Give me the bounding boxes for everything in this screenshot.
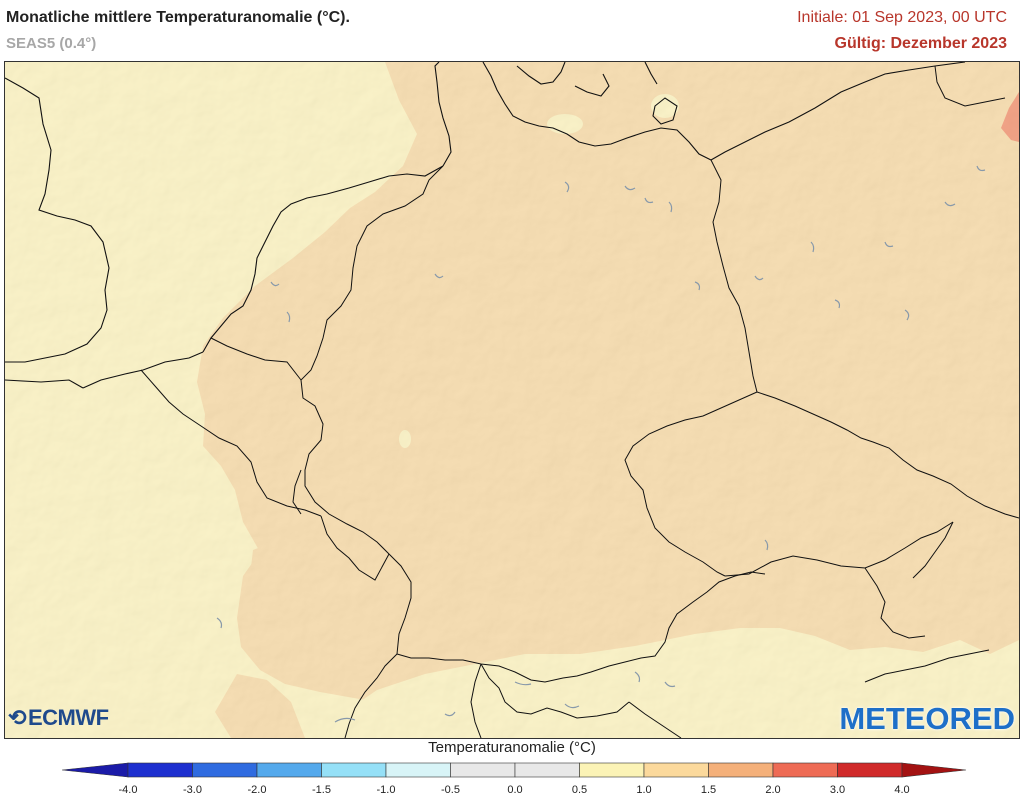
legend-tick-label: 3.0 <box>829 784 846 796</box>
init-time: Initiale: 01 Sep 2023, 00 UTC <box>797 9 1007 26</box>
ecmwf-logo-text: ECMWF <box>27 705 109 730</box>
country-borders <box>140 65 1019 738</box>
model-label: SEAS5 (0.4°) <box>6 35 97 52</box>
legend-segments <box>62 762 967 778</box>
legend-swatch <box>643 762 709 778</box>
coastlines <box>5 62 966 389</box>
legend-swatch <box>127 762 193 778</box>
legend-tick-label: -2.0 <box>247 784 267 796</box>
map-title: Monatliche mittlere Temperaturanomalie (… <box>6 9 350 26</box>
legend-tick-label: -1.0 <box>376 784 396 796</box>
meteored-logo: METEORED <box>839 701 1015 736</box>
legend-tick-label: 0.5 <box>571 784 588 796</box>
legend-tick-label: -3.0 <box>183 784 202 796</box>
legend-tick-label: -1.5 <box>312 784 331 796</box>
legend-swatch <box>772 762 838 778</box>
legend-swatch <box>385 762 451 778</box>
legend-swatch <box>514 762 580 778</box>
legend-swatch <box>321 762 387 778</box>
map-canvas <box>5 62 1019 738</box>
legend-tick-label: 1.5 <box>700 784 717 796</box>
legend-tick-label: -0.5 <box>441 784 460 796</box>
legend-tick-label: 0.0 <box>507 784 523 796</box>
legend-tick-label: -4.0 <box>118 784 138 796</box>
valid-period: Gültig: Dezember 2023 <box>834 35 1008 52</box>
legend-swatch <box>256 762 322 778</box>
legend-tick-label: 2.0 <box>765 784 781 796</box>
legend-tick-label: 1.0 <box>636 784 652 796</box>
lakes <box>216 165 986 723</box>
legend-swatch <box>450 762 516 778</box>
legend-over-arrow <box>901 762 967 778</box>
anomaly-map[interactable] <box>4 61 1020 739</box>
legend-tick-label: 4.0 <box>894 784 910 796</box>
ecmwf-logo: ⟲ECMWF <box>8 705 109 731</box>
legend-colorbar <box>62 762 967 778</box>
legend-swatch <box>708 762 774 778</box>
legend-swatch <box>192 762 258 778</box>
legend-under-arrow <box>62 762 129 778</box>
legend-title: Temperaturanomalie (°C) <box>428 739 596 756</box>
ecmwf-logo-icon: ⟲ <box>8 705 26 730</box>
legend-swatch <box>579 762 645 778</box>
terrain-relief <box>5 62 1019 738</box>
legend-swatch <box>837 762 903 778</box>
